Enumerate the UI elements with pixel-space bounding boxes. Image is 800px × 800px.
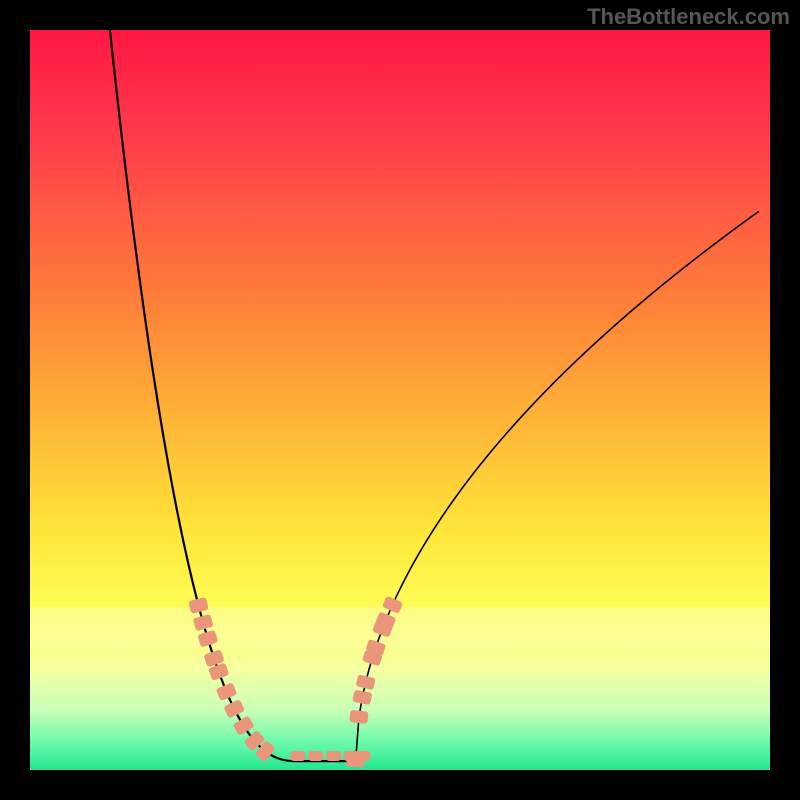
- gradient-background: [30, 30, 770, 770]
- plot-canvas: [0, 0, 800, 800]
- marker-flat-1: [308, 751, 323, 761]
- highlight-band: [30, 607, 770, 648]
- marker-flat-2: [326, 751, 341, 761]
- marker-right-9: [349, 710, 368, 724]
- marker-flat-0: [290, 751, 305, 761]
- chart-frame: TheBottleneck.com: [0, 0, 800, 800]
- watermark-label: TheBottleneck.com: [587, 4, 790, 30]
- marker-right-10: [346, 754, 365, 767]
